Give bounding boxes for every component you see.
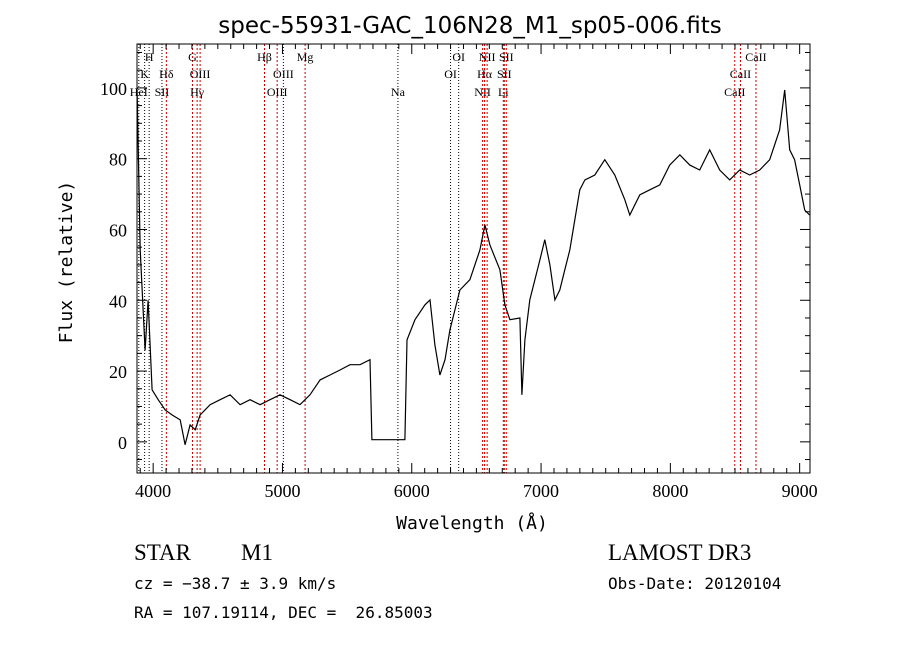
spectral-line-label: Hδ (159, 67, 174, 81)
y-axis-label: Flux (relative) (56, 181, 77, 344)
axis-ticks: 4000 5000 6000 7000 8000 9000 0 20 40 60 80 100 (100, 44, 818, 501)
spectral-line-label: Hγ (190, 85, 205, 99)
y-tick-label: 0 (118, 433, 127, 453)
spectral-line-label: HeI (130, 85, 148, 99)
spectral-line-label: SII (497, 67, 512, 81)
x-tick-label: 5000 (264, 481, 300, 501)
chart-title: spec-55931-GAC_106N28_M1_sp05-006.fits (218, 13, 721, 39)
x-tick-label: 4000 (135, 481, 171, 501)
survey-name: LAMOST DR3 (608, 540, 752, 565)
y-tick-label: 40 (109, 291, 127, 311)
redshift-cz: cz = −38.7 ± 3.9 km/s (134, 574, 337, 593)
y-tick-label: 20 (109, 362, 127, 382)
spectral-line-label: Hα (477, 67, 493, 81)
spectral-line-label: NII (474, 85, 491, 99)
spectral-line-label: NII (479, 50, 496, 64)
spectral-line-label: CaII (745, 50, 766, 64)
spectral-line-label: OIII (267, 85, 288, 99)
spectrum-series (136, 89, 811, 445)
spectral-line-label: Na (391, 85, 406, 99)
spectral-line-label: CaII (724, 85, 745, 99)
x-tick-label: 6000 (394, 481, 430, 501)
spectral-line-label: OIII (273, 67, 294, 81)
spectral-line-label: OI (452, 50, 465, 64)
obs-date: Obs-Date: 20120104 (608, 574, 782, 593)
object-subclass: M1 (241, 540, 273, 565)
spectral-line-label: K (140, 67, 149, 81)
plot-frame (136, 43, 811, 474)
spectral-line-label: Mg (297, 50, 314, 64)
x-tick-label: 8000 (652, 481, 688, 501)
y-tick-label: 100 (100, 79, 127, 99)
spectral-line-label: SII (155, 85, 170, 99)
spectral-line-label: CaII (730, 67, 751, 81)
spectral-line-label: SII (499, 50, 514, 64)
spectral-line-label: H (145, 50, 154, 64)
x-tick-label: 7000 (523, 481, 559, 501)
spectral-line-markers: HeIKHSIIHδGHγOIIIHβOIIIOIIIMgNaOIOINIIHα… (130, 44, 767, 473)
y-tick-label: 80 (109, 150, 127, 170)
ra-dec: RA = 107.19114, DEC = 26.85003 (134, 603, 433, 622)
object-class: STAR (134, 540, 191, 565)
spectral-line-label: Hβ (257, 50, 272, 64)
spectral-line-label: Li (498, 85, 509, 99)
x-axis-label: Wavelength (Å) (396, 512, 548, 534)
x-tick-label: 9000 (782, 481, 818, 501)
spectral-line-label: OI (444, 67, 457, 81)
y-tick-label: 60 (109, 220, 127, 240)
spectral-line-label: G (188, 50, 197, 64)
spectrum-line (136, 89, 811, 445)
spectral-line-label: OIII (190, 67, 211, 81)
